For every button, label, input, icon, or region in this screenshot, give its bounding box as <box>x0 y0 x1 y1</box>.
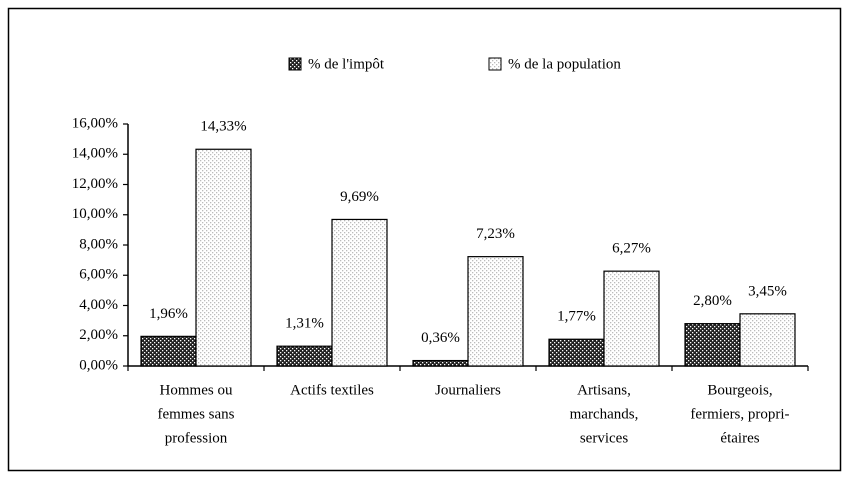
frame <box>7 7 842 472</box>
value-label: 9,69% <box>340 189 379 205</box>
x-tick-label: marchands, <box>570 406 639 422</box>
x-tick-label: Artisans, <box>577 382 631 398</box>
x-tick-label: profession <box>165 430 228 446</box>
x-tick-label: Hommes ou <box>160 382 233 398</box>
legend-label: % de la population <box>508 56 621 72</box>
bar <box>331 218 388 367</box>
x-tick-label: Journaliers <box>435 382 501 398</box>
x-tick-label: Bourgeois, <box>707 382 772 398</box>
x-tick-label: femmes sans <box>157 406 234 422</box>
value-label: 14,33% <box>200 119 246 135</box>
x-tick-label: étaires <box>720 430 759 446</box>
x-tick-label: services <box>580 430 628 446</box>
bar <box>467 256 524 367</box>
y-tick-label: 6,00% <box>79 267 118 283</box>
bar <box>684 323 741 367</box>
value-label: 1,96% <box>149 306 188 322</box>
y-tick-label: 4,00% <box>79 297 118 313</box>
value-label: 6,27% <box>612 241 651 257</box>
x-tick-label: Actifs textiles <box>290 382 374 398</box>
bar <box>739 313 796 367</box>
y-tick-label: 8,00% <box>79 236 118 252</box>
value-label: 0,36% <box>421 330 460 346</box>
y-tick-label: 12,00% <box>72 176 118 192</box>
y-tick-label: 2,00% <box>79 327 118 343</box>
legend-swatch <box>488 57 502 71</box>
bar <box>548 338 605 367</box>
y-tick-label: 14,00% <box>72 146 118 162</box>
value-label: 1,31% <box>285 316 324 332</box>
y-tick-label: 10,00% <box>72 206 118 222</box>
bar <box>195 148 252 367</box>
value-label: 7,23% <box>476 226 515 242</box>
bar <box>276 345 333 367</box>
bar <box>412 359 469 367</box>
legend-label: % de l'impôt <box>308 56 385 72</box>
bar <box>140 335 197 367</box>
bar <box>603 270 660 367</box>
y-tick-label: 0,00% <box>79 357 118 373</box>
value-label: 3,45% <box>748 283 787 299</box>
x-tick-label: fermiers, propri- <box>690 406 789 422</box>
value-label: 1,77% <box>557 309 596 325</box>
legend-swatch <box>288 57 302 71</box>
value-label: 2,80% <box>693 293 732 309</box>
y-tick-label: 16,00% <box>72 115 118 131</box>
